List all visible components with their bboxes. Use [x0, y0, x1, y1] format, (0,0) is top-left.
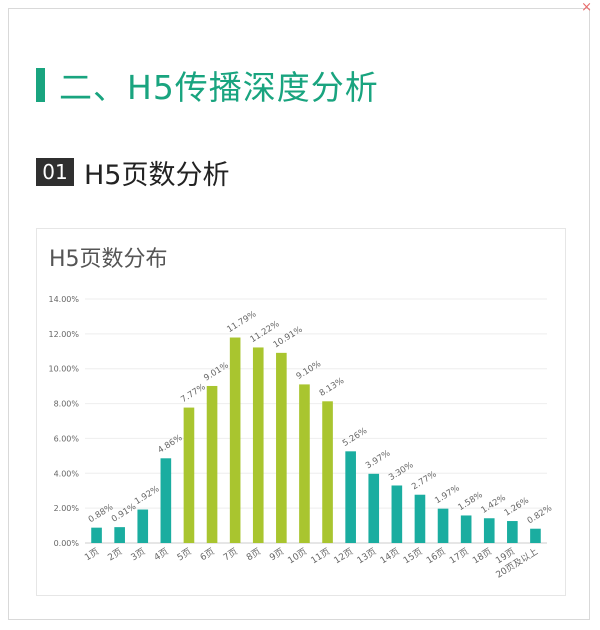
y-tick-label: 10.00%: [48, 365, 79, 374]
bar: [252, 347, 264, 543]
subsection-number: 01: [36, 158, 74, 186]
bar: [507, 521, 518, 543]
x-tick-label: 2页: [106, 546, 124, 563]
data-label: 0.88%: [87, 502, 115, 525]
x-tick-label: 7页: [221, 546, 239, 563]
x-tick-label: 12页: [332, 546, 355, 566]
data-label: 4.86%: [156, 433, 184, 456]
x-tick-label: 5页: [175, 546, 193, 563]
data-label: 1.92%: [133, 484, 161, 507]
subsection-title: H5页数分析: [84, 159, 230, 191]
data-label: 0.82%: [526, 503, 554, 526]
x-tick-label: 4页: [152, 546, 170, 563]
x-tick-label: 14页: [378, 546, 401, 566]
y-tick-label: 14.00%: [48, 295, 79, 304]
bar: [322, 401, 333, 543]
bar: [229, 337, 241, 543]
section-heading: 二、H5传播深度分析: [36, 64, 379, 107]
bar: [414, 494, 426, 543]
section-title: 二、H5传播深度分析: [59, 68, 379, 107]
bar: [530, 528, 541, 543]
y-tick-label: 8.00%: [54, 400, 80, 409]
section-accent-bar: [36, 68, 45, 102]
x-tick-label: 8页: [245, 546, 263, 563]
y-tick-label: 6.00%: [54, 434, 80, 443]
bar: [483, 518, 495, 543]
image-frame: [8, 8, 590, 620]
y-tick-label: 12.00%: [48, 330, 79, 339]
bar-chart: 0.00% 2.00% 4.00% 6.00% 8.00% 10.00% 12.00% 14.…: [48, 295, 554, 581]
x-tick-label: 1页: [83, 546, 101, 563]
bar: [368, 473, 380, 543]
data-label: 1.26%: [503, 496, 531, 519]
data-label: 9.10%: [295, 359, 323, 382]
x-tick-label: 15页: [401, 546, 424, 566]
data-label: 7.77%: [179, 382, 207, 405]
data-label: 11.79%: [225, 309, 258, 335]
bar: [183, 407, 195, 543]
x-tick-label: 11页: [309, 546, 332, 566]
data-label: 3.30%: [387, 460, 415, 483]
subsection-heading: 01 H5页数分析: [36, 155, 230, 191]
data-label: 3.97%: [364, 449, 392, 472]
bar: [299, 384, 310, 543]
bar: [160, 458, 172, 543]
data-label: 1.97%: [433, 483, 461, 506]
y-tick-label: 0.00%: [54, 539, 80, 548]
bar: [91, 527, 102, 543]
x-tick-label: 16页: [424, 546, 447, 566]
bar: [206, 385, 218, 543]
x-tick-label: 6页: [198, 546, 216, 563]
x-tick-label: 13页: [355, 546, 378, 566]
bar: [437, 508, 449, 543]
x-tick-label: 18页: [471, 546, 494, 566]
chart-title: H5页数分布: [49, 247, 168, 272]
data-label: 5.26%: [341, 426, 369, 449]
data-label: 8.13%: [318, 376, 346, 399]
y-tick-label: 2.00%: [54, 504, 80, 513]
bar: [391, 485, 403, 543]
close-icon: ×: [581, 0, 592, 15]
bar: [345, 451, 356, 543]
x-tick-label: 17页: [448, 546, 471, 566]
chart-card: H5页数分布 0.00% 2.00% 4.00% 6.00% 8.00% 10.00% 12…: [36, 228, 566, 596]
bar: [114, 527, 125, 543]
y-tick-label: 4.00%: [54, 469, 80, 478]
bar: [276, 352, 287, 543]
x-tick-label: 10页: [286, 546, 309, 566]
x-tick-label: 3页: [129, 546, 147, 563]
data-label: 9.01%: [202, 361, 230, 384]
x-tick-label: 9页: [268, 546, 286, 563]
data-label: 0.91%: [110, 502, 138, 525]
bar: [460, 515, 472, 543]
bar: [137, 509, 149, 543]
